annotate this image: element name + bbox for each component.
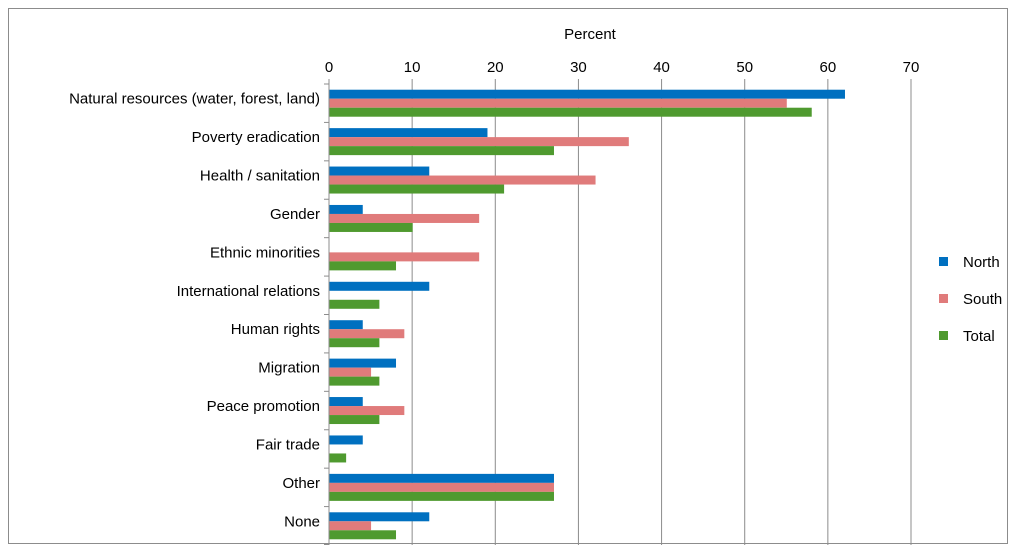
chart-frame: 0 10 20 30 40 50 60 70 Natural resources (water,… [8, 8, 1008, 545]
category-label: Gender [270, 206, 320, 223]
category-label: Other [282, 475, 320, 492]
bar-total [329, 491, 554, 501]
category-label: None [284, 513, 320, 530]
bar-total [329, 261, 397, 271]
legend-label-south: South [963, 291, 1002, 308]
bar-north [329, 281, 430, 291]
bar-chart: 0 10 20 30 40 50 60 70 Natural resources (water,… [69, 26, 1002, 545]
x-tick-label: 0 [325, 59, 333, 76]
bar-north [329, 89, 845, 99]
category-label: Migration [258, 360, 320, 377]
bar-north [329, 512, 430, 522]
bar-south [329, 252, 480, 262]
x-tick-label: 20 [487, 59, 504, 76]
x-tick-label: 70 [903, 59, 920, 76]
x-tick-label: 30 [570, 59, 587, 76]
gridlines [411, 84, 912, 545]
category-label: Ethnic minorities [210, 244, 320, 261]
bar-south [329, 213, 480, 223]
bar-total [329, 107, 812, 117]
category-label: Fair trade [256, 436, 320, 453]
bar-north [329, 435, 363, 445]
bar-total [329, 415, 380, 425]
legend-swatch-total [939, 331, 948, 340]
axes: 0 10 20 30 40 50 60 70 Natural resources (water,… [69, 59, 919, 545]
x-tick-label: 60 [820, 59, 837, 76]
bar-total [329, 299, 380, 309]
bar-total [329, 376, 380, 386]
bar-south [329, 98, 787, 108]
bar-north [329, 358, 397, 368]
legend-label-north: North [963, 254, 1000, 271]
bar-north [329, 320, 363, 330]
bar-south [329, 175, 596, 185]
category-label: Natural resources (water, forest, land) [69, 91, 320, 108]
bar-south [329, 406, 405, 416]
category-label: Poverty eradication [192, 129, 320, 146]
bar-north [329, 128, 488, 138]
legend-swatch-north [939, 257, 948, 266]
legend: North South Total [939, 254, 1002, 345]
bars [329, 89, 845, 540]
bar-south [329, 521, 372, 531]
category-label: Peace promotion [207, 398, 320, 415]
bar-south [329, 329, 405, 339]
bar-total [329, 184, 505, 194]
bar-total [329, 222, 413, 232]
legend-swatch-south [939, 294, 948, 303]
x-tick-label: 40 [653, 59, 670, 76]
category-label: Health / sanitation [200, 168, 320, 185]
bar-south [329, 137, 629, 147]
bar-total [329, 453, 347, 463]
bar-total [329, 338, 380, 348]
bar-north [329, 166, 430, 176]
bar-north [329, 473, 554, 483]
bar-north [329, 397, 363, 407]
category-label: Human rights [231, 321, 320, 338]
bar-south [329, 367, 372, 377]
category-label: International relations [177, 283, 320, 300]
bar-total [329, 530, 397, 540]
legend-label-total: Total [963, 328, 995, 345]
x-axis-title: Percent [564, 26, 617, 43]
x-tick-label: 10 [404, 59, 421, 76]
x-tick-label: 50 [736, 59, 753, 76]
bar-south [329, 482, 554, 492]
bar-total [329, 146, 554, 156]
bar-north [329, 204, 363, 214]
